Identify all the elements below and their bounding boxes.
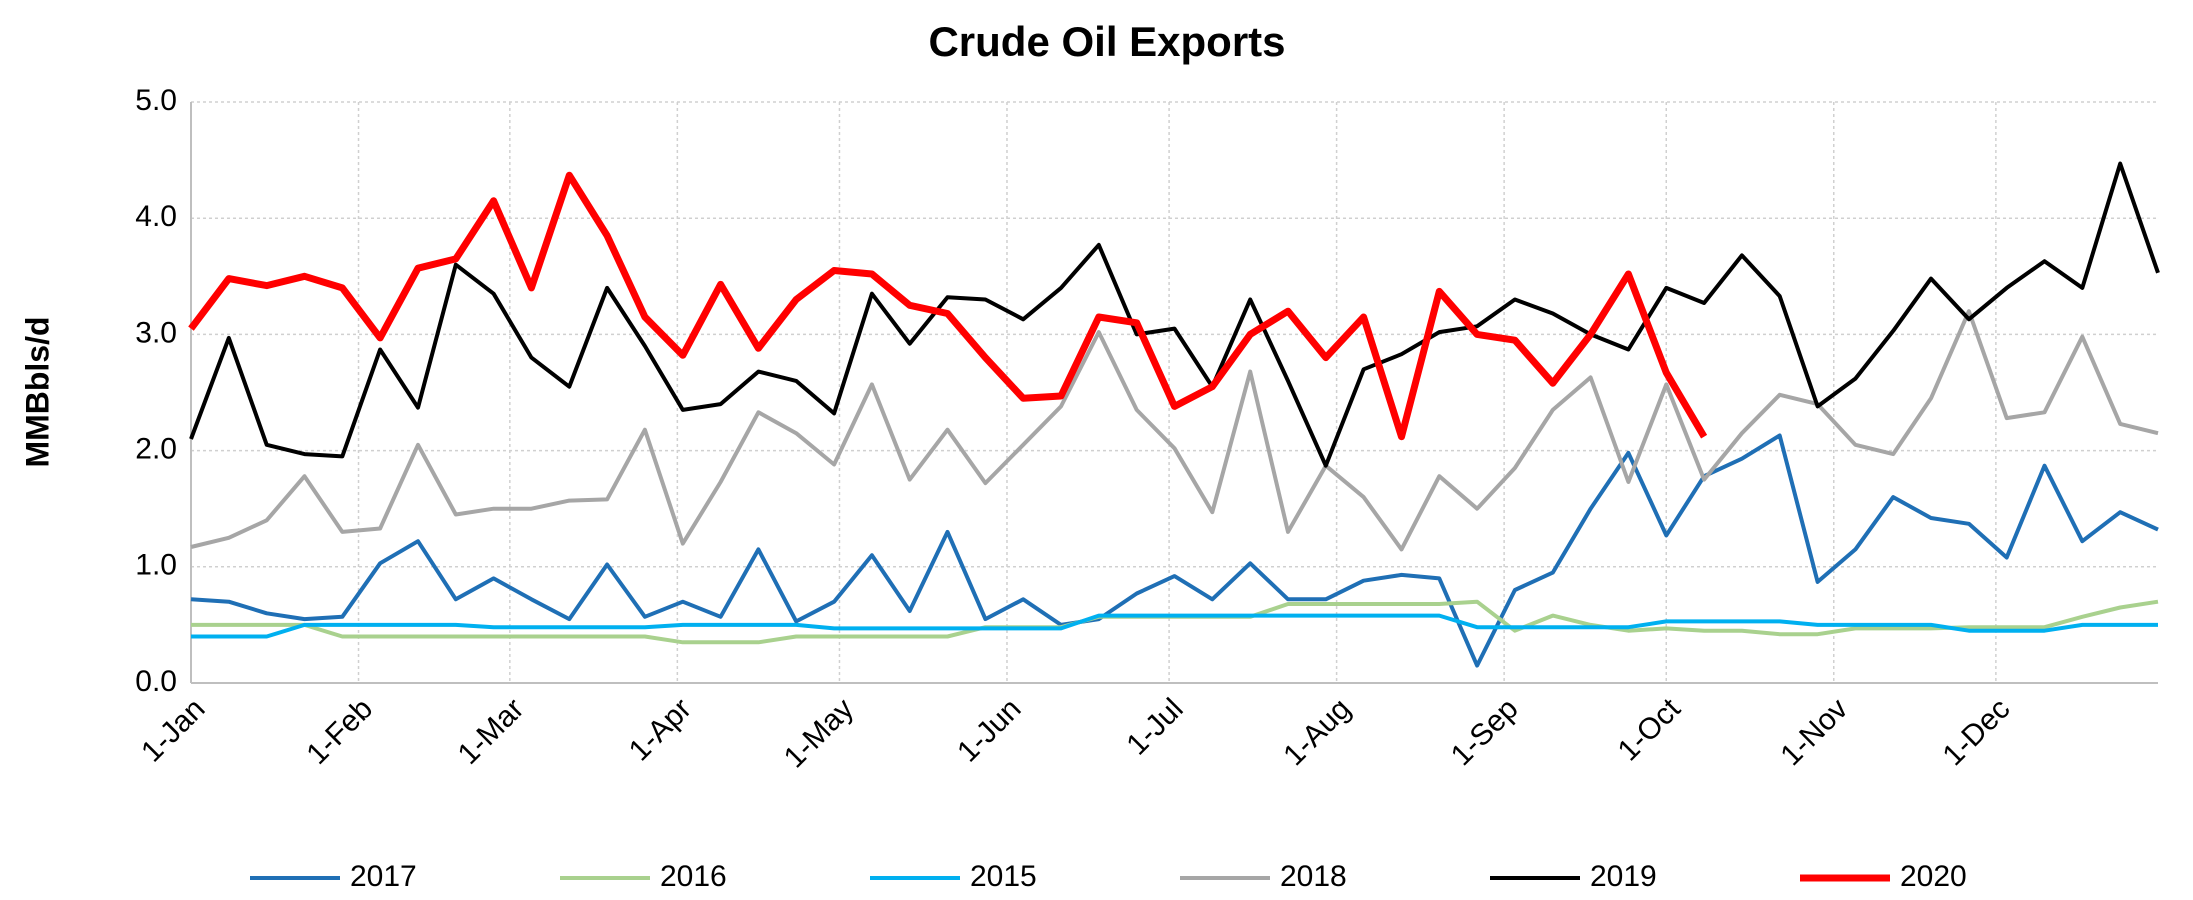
x-tick-label: 1-Dec [1937,692,2017,772]
legend-label: 2016 [660,860,727,893]
legend-label: 2015 [970,860,1037,893]
series-line [191,613,2158,639]
y-tick-label: 1.0 [135,549,177,582]
x-tick-label: 1-Jun [951,692,1027,768]
x-tick-label: 1-Jan [135,692,211,768]
y-tick-label: 3.0 [135,316,177,349]
series-line [191,599,2159,645]
y-tick-label: 4.0 [135,200,177,233]
y-tick-label: 0.0 [135,665,177,698]
x-tick-label: 1-Jul [1120,692,1189,761]
x-tick-label: 1-Feb [300,692,379,771]
legend-label: 2019 [1590,860,1657,893]
y-tick-label: 2.0 [135,433,177,466]
chart-title: Crude Oil Exports [928,18,1285,65]
legend-label: 2017 [350,860,417,893]
x-tick-label: 1-Nov [1774,692,1854,772]
y-axis-label: MMBbls/d [19,316,55,467]
y-tick-label: 5.0 [135,84,177,117]
legend-label: 2020 [1900,860,1967,893]
legend-label: 2018 [1280,860,1347,893]
x-tick-label: 1-Aug [1277,692,1357,772]
x-tick-label: 1-Apr [623,692,698,767]
x-tick-label: 1-May [778,692,860,774]
x-tick-label: 1-Sep [1445,692,1525,772]
x-tick-label: 1-Mar [452,692,531,771]
series-line [188,171,1708,441]
series-line [190,309,2159,552]
series-line [189,161,2160,468]
x-tick-label: 1-Oct [1612,692,1688,768]
series-line [190,433,2159,668]
